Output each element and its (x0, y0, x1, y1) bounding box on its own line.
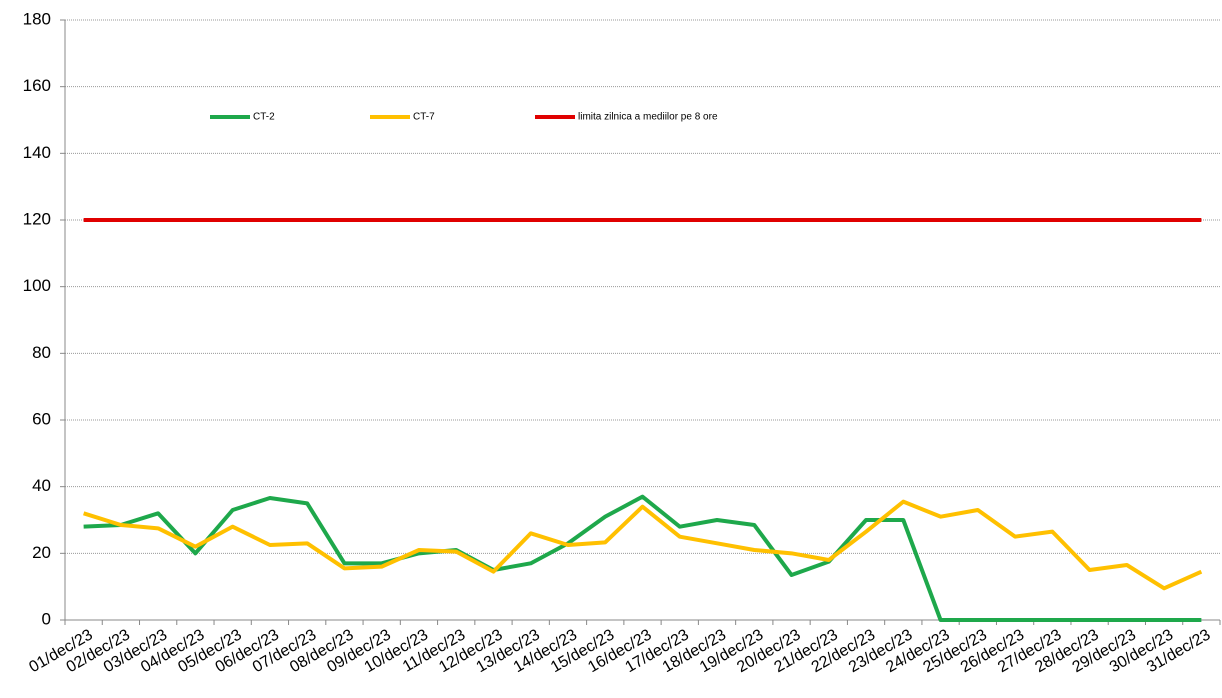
y-tick-label: 140 (23, 143, 51, 162)
y-tick-label: 20 (32, 543, 51, 562)
legend-label: CT-2 (253, 112, 275, 123)
y-tick-label: 40 (32, 476, 51, 495)
legend-label: limita zilnica a mediilor pe 8 ore (578, 112, 718, 123)
y-tick-label: 0 (42, 609, 51, 628)
y-tick-label: 100 (23, 276, 51, 295)
y-tick-label: 120 (23, 209, 51, 228)
y-tick-label: 180 (23, 9, 51, 28)
y-tick-label: 160 (23, 76, 51, 95)
series-line (83, 494, 1202, 622)
legend-label: CT-7 (413, 112, 435, 123)
series-line (83, 499, 1203, 591)
y-tick-label: 60 (32, 409, 51, 428)
y-tick-label: 80 (32, 343, 51, 362)
